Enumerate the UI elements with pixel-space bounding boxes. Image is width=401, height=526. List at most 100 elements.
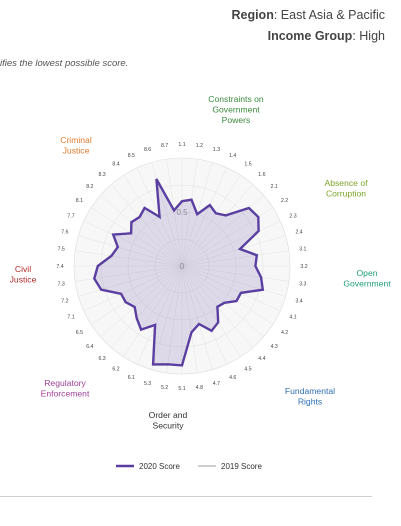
- category-label-line: Civil: [15, 264, 31, 274]
- axis-tick-label: 4.7: [213, 381, 220, 387]
- spoke-line: [181, 159, 198, 267]
- series-2020-line: [93, 178, 265, 367]
- axis-tick-label: 6.5: [76, 330, 83, 336]
- category-label-line: Powers: [222, 115, 251, 125]
- spoke-line: [181, 265, 228, 365]
- spoke-line: [181, 250, 289, 267]
- axis-tick-label: 7.1: [67, 315, 74, 321]
- axis-tick-label: 7.7: [67, 213, 74, 219]
- spoke-line: [181, 265, 264, 337]
- category-label-line: Government: [343, 279, 391, 289]
- income-group-value: High: [359, 29, 385, 43]
- category-label-line: Absence of: [325, 178, 369, 188]
- spoke-line: [181, 220, 281, 267]
- axis-tick-label: 3.2: [300, 264, 307, 270]
- legend-2020-label: 2020 Score: [139, 462, 180, 471]
- axis-tick-label: 2.1: [271, 184, 278, 190]
- spoke-line: [83, 220, 183, 267]
- spoke-line: [181, 167, 228, 267]
- category-label-line: Government: [212, 105, 260, 115]
- income-group-row: Income Group: High: [267, 29, 385, 43]
- legend-2019-label: 2019 Score: [221, 462, 262, 471]
- axis-tick-label: 5.3: [144, 381, 151, 387]
- axis-tick-label: 6.1: [128, 375, 135, 381]
- ring-label-mid: 0.5: [176, 208, 188, 217]
- category-label-line: Criminal: [60, 135, 92, 145]
- category-label-line: Security: [152, 421, 184, 431]
- category-label-line: Enforcement: [41, 389, 90, 399]
- spoke-line: [166, 159, 183, 267]
- spoke-line: [181, 265, 241, 357]
- income-group-label: Income Group: [267, 29, 353, 43]
- series-2020-area: [94, 179, 263, 366]
- spoke-line: [100, 195, 183, 267]
- spoke-line: [111, 265, 183, 348]
- axis-tick-label: 6.2: [112, 367, 119, 373]
- spoke-line: [111, 184, 183, 267]
- axis-tick-label: 1.5: [244, 161, 251, 167]
- axis-tick-label: 1.4: [229, 153, 236, 159]
- axis-tick-label: 2.2: [281, 198, 288, 204]
- spoke-line: [181, 235, 286, 267]
- category-label-line: Justice: [63, 146, 90, 156]
- axis-tick-label: 7.3: [58, 281, 65, 287]
- axis-tick-label: 3.4: [295, 298, 302, 304]
- spoke-line: [166, 265, 183, 373]
- category-label-line: Fundamental: [285, 386, 335, 396]
- axis-tick-label: 8.3: [98, 172, 105, 178]
- spoke-line: [181, 265, 198, 373]
- series-layer: [93, 178, 265, 367]
- axis-tick-label: 3.1: [299, 247, 306, 253]
- spoke-line: [181, 195, 264, 267]
- axis-tick-label: 4.6: [229, 375, 236, 381]
- axis-tick-label: 6.4: [86, 344, 93, 350]
- axis-tick-label: 1.1: [178, 142, 185, 148]
- category-label-line: Open: [356, 268, 377, 278]
- spoke-line: [75, 250, 183, 267]
- spoke-line: [136, 265, 183, 365]
- axis-tick-label: 4.1: [289, 315, 296, 321]
- spoke-line: [75, 265, 183, 282]
- axis-tick-label: 1.6: [258, 172, 265, 178]
- category-label-line: Order and: [149, 410, 188, 420]
- axis-tick-label: 5.2: [161, 385, 168, 391]
- axis-tick-label: 8.2: [86, 184, 93, 190]
- spoke-line: [181, 265, 281, 312]
- region-row: Region: East Asia & Pacific: [231, 8, 385, 22]
- spoke-line: [181, 265, 273, 325]
- axis-tick-label: 1.2: [196, 143, 203, 149]
- axis-tick-label: 8.6: [144, 147, 151, 153]
- spoke-line: [91, 265, 183, 325]
- ring-label-center: 0: [180, 262, 185, 271]
- axis-tick-label: 8.1: [76, 198, 83, 204]
- footnote-text: ifies the lowest possible score.: [0, 58, 129, 69]
- category-label-line: Rights: [298, 397, 322, 407]
- spoke-line: [91, 207, 183, 267]
- axis-tick-label: 4.5: [244, 367, 251, 373]
- category-label-line: Regulatory: [44, 378, 86, 388]
- axis-tick-label: 4.4: [258, 356, 265, 362]
- axis-tick-label: 2.3: [289, 213, 296, 219]
- spoke-line: [151, 265, 183, 370]
- axis-tick-label: 7.5: [58, 247, 65, 253]
- category-label-line: Corruption: [326, 189, 366, 199]
- region-value: East Asia & Pacific: [280, 8, 385, 22]
- axis-tick-label: 5.1: [178, 386, 185, 392]
- axis-tick-label: 4.3: [271, 344, 278, 350]
- spoke-line: [123, 265, 183, 357]
- spoke-line: [83, 265, 183, 312]
- axis-tick-label: 8.4: [112, 161, 119, 167]
- axis-tick-label: 6.3: [98, 356, 105, 362]
- spoke-line: [181, 265, 286, 297]
- category-label-line: Constraints on: [208, 94, 264, 104]
- spoke-line: [181, 175, 241, 267]
- spoke-line: [78, 235, 183, 267]
- axis-tick-label: 7.6: [61, 230, 68, 236]
